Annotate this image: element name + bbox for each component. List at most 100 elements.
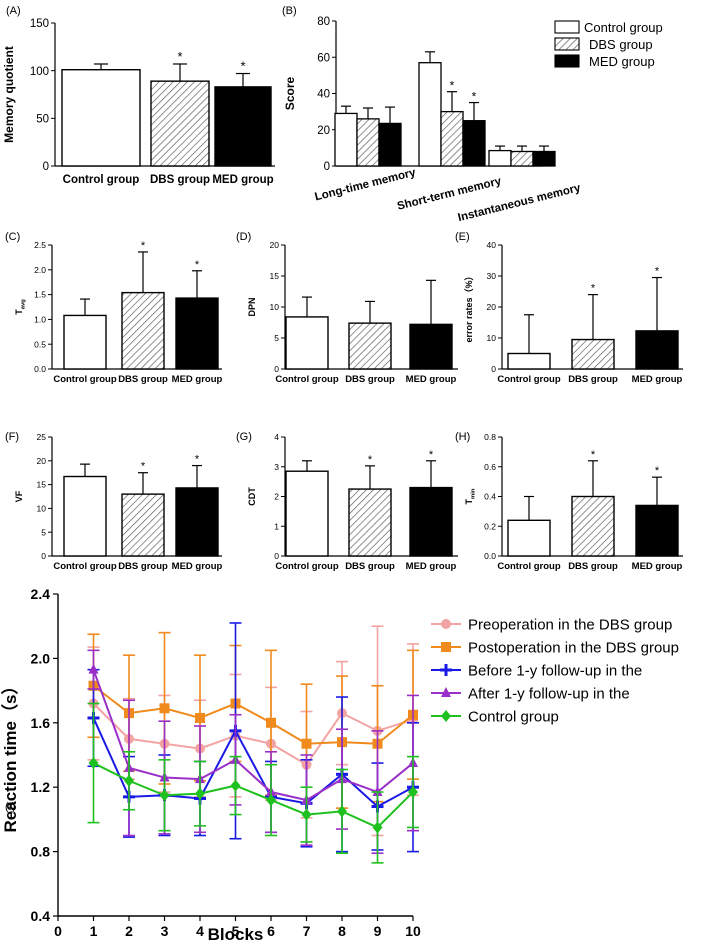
data-point — [124, 774, 134, 787]
y-tick-label: 10 — [37, 503, 47, 513]
legend-label: After 1-y follow-up in the — [468, 686, 630, 703]
y-tick-label: 20 — [317, 125, 330, 137]
y-axis-label: Reaction time（s） — [0, 678, 20, 833]
data-point — [195, 787, 205, 800]
x-tick-label: 7 — [303, 923, 311, 939]
data-point — [301, 808, 312, 821]
data-point — [88, 757, 99, 770]
legend-marker — [441, 710, 451, 722]
panel-label-f: (F) — [5, 431, 19, 443]
y-tick-label: 1 — [274, 521, 279, 531]
legend-marker — [441, 642, 451, 652]
panel-label-e: (E) — [455, 231, 470, 243]
legend-swatch — [554, 54, 580, 68]
x-tick-label: Control group — [275, 561, 339, 572]
legend-label: Postoperation in the DBS group — [468, 640, 679, 657]
data-point — [88, 663, 99, 674]
y-tick-label: 0 — [491, 364, 496, 374]
y-tick-label: 100 — [30, 66, 49, 78]
legend-label: DBS group — [589, 37, 653, 52]
x-tick-label: MED group — [212, 174, 273, 186]
legend-label: Before 1-y follow-up in the — [468, 663, 642, 680]
panel-label-g: (G) — [236, 431, 252, 443]
x-tick-label: 2 — [125, 923, 133, 939]
x-tick-label: DBS group — [118, 561, 168, 572]
series-line-5 — [93, 762, 414, 829]
x-tick-label: Control group — [497, 374, 561, 385]
bar-F-3 — [175, 487, 219, 557]
y-axis-label: Memory quotient — [2, 46, 16, 143]
x-axis-label: Blocks — [208, 925, 264, 944]
x-tick-label: Control group — [63, 174, 140, 186]
bar-D-2 — [348, 322, 392, 370]
data-point — [159, 703, 170, 714]
bar-F-1 — [63, 475, 107, 557]
data-point — [159, 789, 170, 802]
x-tick-label: DBS group — [345, 561, 395, 572]
y-tick-label: 1.5 — [34, 290, 46, 300]
bar-B-3-1 — [488, 149, 512, 167]
bar-B-2-2 — [440, 110, 464, 167]
bar-B-1-2 — [356, 118, 380, 167]
panel-label-c: (C) — [5, 231, 20, 243]
series-line-3 — [92, 717, 414, 808]
panel-label-i: (I) — [5, 801, 15, 813]
y-tick-label: 80 — [317, 16, 330, 28]
y-tick-label: 15 — [37, 480, 47, 490]
bar-C-1 — [63, 314, 107, 370]
bar-C-2 — [121, 291, 165, 370]
significance-marker: * — [368, 454, 373, 466]
bar-H-2 — [571, 495, 615, 557]
bar-C-3 — [175, 297, 219, 370]
y-tick-label: 3 — [274, 462, 279, 472]
y-tick-label: 20 — [487, 302, 497, 312]
x-tick-label: Control group — [275, 374, 339, 385]
x-tick-label: DBS group — [150, 174, 210, 186]
x-tick-label: 4 — [196, 923, 204, 939]
y-tick-label: 5 — [274, 333, 279, 343]
bar-B-3-3 — [532, 150, 556, 167]
x-tick-label: MED group — [406, 374, 457, 385]
y-tick-label: 2.0 — [31, 650, 51, 666]
x-tick-label: Control group — [53, 374, 117, 385]
x-tick-label: DBS group — [118, 374, 168, 385]
y-tick-label: 1.0 — [34, 314, 46, 324]
y-tick-label: 4 — [274, 432, 279, 442]
data-point — [372, 786, 383, 797]
bar-B-1-3 — [378, 122, 402, 167]
bar-B-3-2 — [510, 150, 534, 167]
y-tick-label: 10 — [270, 302, 280, 312]
x-tick-label: DBS group — [568, 374, 618, 385]
y-tick-label: 0.2 — [484, 521, 496, 531]
bar-G-3 — [409, 486, 453, 557]
x-tick-label: MED group — [406, 561, 457, 572]
y-tick-label: 0.0 — [484, 551, 496, 561]
bar-E-3 — [635, 330, 679, 370]
bar-E-1 — [507, 352, 551, 370]
y-tick-label: 20 — [270, 240, 280, 250]
y-axis-label: Score — [283, 77, 297, 111]
bar-D-1 — [285, 316, 329, 370]
y-tick-label: 30 — [487, 271, 497, 281]
bar-B-2-3 — [462, 120, 486, 167]
y-tick-label: 2.0 — [34, 265, 46, 275]
x-tick-label: 9 — [374, 923, 382, 939]
bar-H-3 — [635, 504, 679, 557]
y-axis-label: DPN — [247, 297, 257, 316]
significance-marker: * — [655, 266, 660, 278]
data-point — [266, 717, 276, 728]
bar-E-2 — [571, 338, 615, 370]
y-tick-label: 60 — [317, 52, 330, 64]
data-point — [372, 821, 383, 834]
y-tick-label: 0 — [274, 551, 279, 561]
significance-marker: * — [472, 90, 477, 104]
legend-swatch — [554, 37, 580, 51]
y-tick-label: 0 — [274, 364, 279, 374]
legend-label: MED group — [589, 54, 655, 69]
bar-B-1-1 — [334, 112, 358, 167]
y-tick-label: 40 — [487, 240, 497, 250]
data-point — [408, 786, 418, 799]
y-tick-label: 0 — [43, 161, 49, 173]
bar-G-1 — [285, 470, 329, 557]
